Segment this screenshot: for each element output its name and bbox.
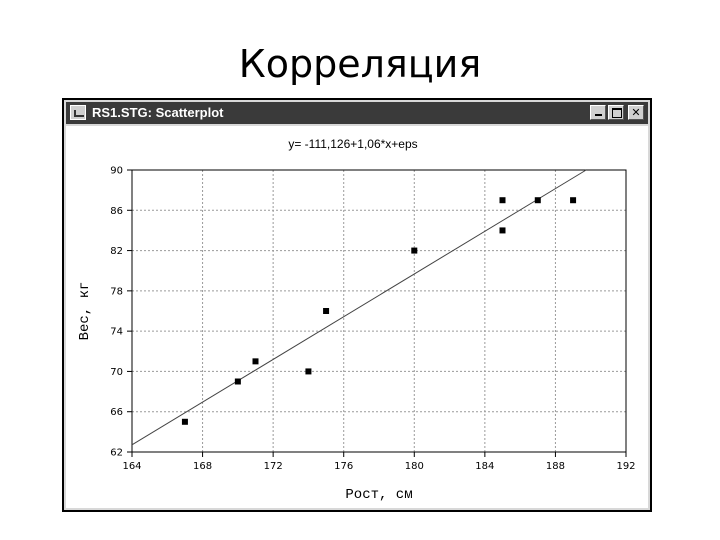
axis-ticks: 164 168 172 176 180 184 188 192 62 66 70 74 78 82 86 90 bbox=[110, 166, 635, 473]
x-tick-label: 184 bbox=[475, 461, 494, 472]
regression-equation: y= -111,126+1,06*x+eps bbox=[288, 137, 417, 151]
y-tick-label: 62 bbox=[110, 448, 123, 459]
y-tick-label: 86 bbox=[110, 206, 123, 217]
x-axis-label: Рост, см bbox=[345, 487, 412, 503]
data-point bbox=[305, 368, 312, 375]
regression-line bbox=[131, 169, 587, 446]
y-tick-label: 90 bbox=[110, 166, 123, 177]
x-tick-label: 168 bbox=[193, 461, 212, 472]
data-points bbox=[181, 197, 577, 425]
close-icon: ✕ bbox=[631, 106, 641, 119]
maximize-icon bbox=[612, 108, 622, 118]
data-point bbox=[181, 418, 188, 425]
x-tick-label: 188 bbox=[546, 461, 565, 472]
y-tick-label: 66 bbox=[110, 407, 123, 418]
data-point bbox=[534, 197, 541, 204]
minimize-button[interactable] bbox=[590, 105, 606, 120]
maximize-button[interactable] bbox=[608, 105, 624, 120]
data-point bbox=[252, 358, 259, 365]
data-point bbox=[499, 227, 506, 234]
plot-frame bbox=[131, 169, 627, 453]
x-tick-label: 176 bbox=[334, 461, 353, 472]
window-title: RS1.STG: Scatterplot bbox=[92, 105, 224, 120]
scatterplot-window: RS1.STG: Scatterplot ✕ y= -111,126+1,06*… bbox=[62, 98, 652, 512]
data-point bbox=[323, 308, 330, 314]
plot-area: y= -111,126+1,06*x+eps 164 168 172 176 180 18… bbox=[66, 126, 648, 508]
grid bbox=[132, 170, 626, 452]
slide-title: Корреляция bbox=[238, 42, 482, 86]
y-axis-label: Вес, кг bbox=[77, 282, 93, 341]
data-point bbox=[234, 378, 241, 385]
window-titlebar[interactable]: RS1.STG: Scatterplot ✕ bbox=[66, 102, 648, 124]
y-tick-label: 70 bbox=[110, 367, 123, 378]
x-tick-label: 192 bbox=[616, 461, 635, 472]
data-point bbox=[499, 197, 506, 204]
x-tick-label: 164 bbox=[122, 461, 141, 472]
y-tick-label: 78 bbox=[110, 286, 123, 297]
y-tick-label: 82 bbox=[110, 246, 123, 257]
x-tick-label: 180 bbox=[405, 461, 424, 472]
y-tick-label: 74 bbox=[110, 327, 123, 338]
data-point bbox=[570, 197, 577, 204]
chart-icon[interactable] bbox=[70, 105, 86, 120]
data-point bbox=[411, 247, 418, 254]
x-tick-label: 172 bbox=[264, 461, 283, 472]
scatter-chart: y= -111,126+1,06*x+eps 164 168 172 176 180 18… bbox=[77, 137, 636, 503]
minimize-icon bbox=[595, 114, 602, 116]
close-button[interactable]: ✕ bbox=[628, 105, 644, 120]
